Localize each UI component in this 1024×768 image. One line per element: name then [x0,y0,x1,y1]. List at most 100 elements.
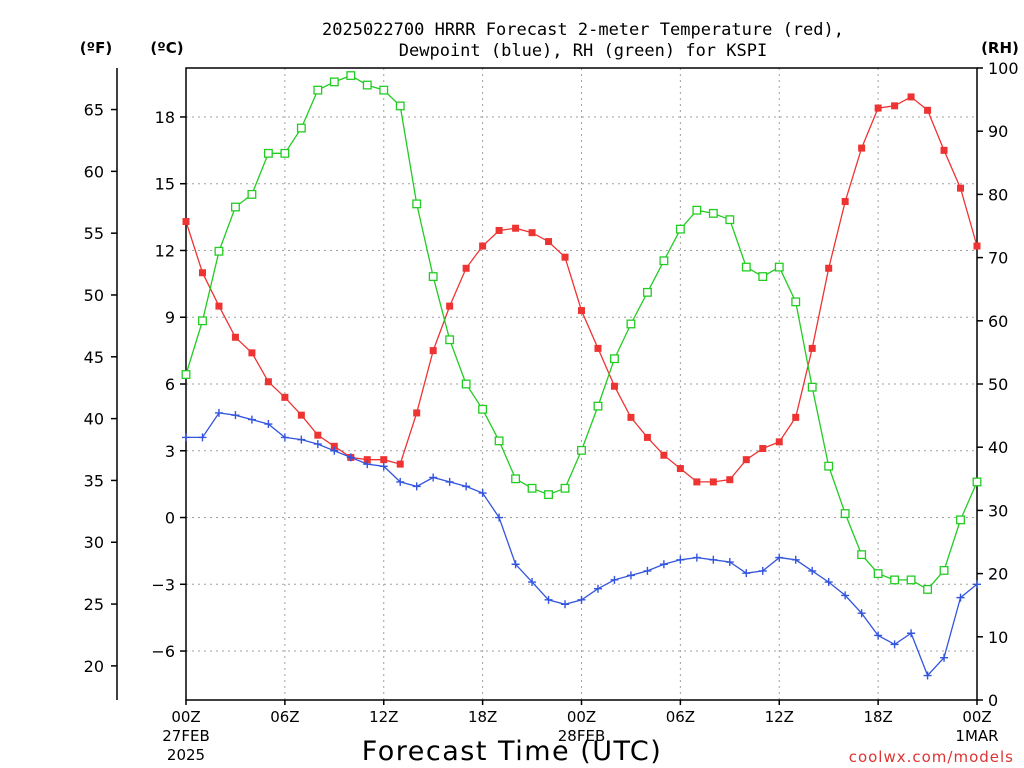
celsius-tick-label: 15 [155,175,175,194]
x-tick-label: 18Z [468,708,497,726]
x-tick-label: 12Z [765,708,794,726]
temperature-point [545,238,553,246]
temperature-point [429,347,437,355]
rh-point [758,272,768,282]
temperature-point [775,438,783,446]
rh-point [560,483,570,493]
dewpoint-point [956,593,965,602]
rh-point [610,354,619,364]
temperature-point [627,413,635,421]
dewpoint-point [396,477,405,486]
rh-point [379,85,389,95]
rh-point [906,575,916,585]
celsius-tick-label: 12 [155,241,175,260]
temperature-point [231,333,239,341]
rh-point [346,71,356,81]
temperature-point [643,433,651,441]
temperature-point [891,102,899,110]
temperature-series-line [185,96,978,483]
x-tick-label: 00Z [962,708,991,726]
rh-point [708,208,718,218]
rh-point [791,297,801,307]
celsius-tick-label: −6 [151,642,175,661]
grid-layer [186,68,977,700]
rh-point [214,246,224,256]
fahrenheit-tick-label: 60 [84,162,104,181]
celsius-tick-label: 6 [165,375,175,394]
dewpoint-point [890,640,899,649]
temperature-point [396,460,404,468]
axes-layer: 656055504540353025201815129630−3−6100908… [84,59,1019,764]
rh-tick-label: 70 [988,249,1008,268]
temperature-point [215,302,223,310]
temperature-point [792,413,800,421]
rh-point [840,509,850,519]
dewpoint-point [577,595,586,604]
rh-point [741,262,751,272]
dewpoint-point [824,578,833,587]
fahrenheit-tick-label: 45 [84,348,104,367]
temperature-point [248,349,256,357]
rh-tick-label: 100 [988,59,1019,78]
rh-tick-label: 60 [988,312,1008,331]
dewpoint-point [610,575,619,584]
dewpoint-point [445,477,454,486]
celsius-tick-label: 0 [165,509,175,528]
temperature-point [610,382,618,390]
dewpoint-point [511,560,520,569]
rh-point [362,80,372,90]
dewpoint-point [528,578,537,587]
rh-point [923,584,933,594]
dewpoint-point [313,440,322,449]
rh-point [461,379,471,389]
rh-point [939,565,949,575]
rh-point [593,401,603,411]
rh-point [280,148,290,158]
temperature-point [808,344,816,352]
temperature-point [874,104,882,112]
x-tick-label: 06Z [270,708,299,726]
dewpoint-point [198,433,207,442]
temperature-point [479,242,487,250]
temperature-point [512,224,520,232]
temperature-point [413,409,421,417]
rh-tick-label: 30 [988,501,1008,520]
dewpoint-point [363,460,372,469]
fahrenheit-tick-label: 25 [84,595,104,614]
temperature-point [264,378,272,386]
dewpoint-point [973,580,981,589]
rh-point [247,189,257,199]
rh-point [230,202,240,212]
dewpoint-point [412,482,421,491]
rh-point [857,550,867,560]
celsius-tick-label: 9 [165,308,175,327]
rh-point [198,316,207,326]
rh-point [972,477,982,487]
dewpoint-point [874,631,883,640]
rh-point [329,77,339,87]
x-tick-year-label: 2025 [167,746,205,764]
rh-point [263,148,273,158]
dewpoint-point [692,553,701,562]
fahrenheit-tick-label: 20 [84,657,104,676]
dewpoint-point [659,560,668,569]
temperature-point [380,456,388,464]
dewpoint-point [330,446,339,455]
temperature-point [825,264,833,272]
temperature-point [709,478,717,486]
dewpoint-point [182,433,190,442]
temperature-point [726,476,734,484]
celsius-tick-label: −3 [151,575,175,594]
x-tick-label: 00Z [567,708,596,726]
dewpoint-point [429,473,438,482]
temperature-point [561,253,569,261]
rh-point [544,490,553,500]
dewpoint-point [495,513,504,522]
temperature-point [594,344,602,352]
dewpoint-point [643,566,652,575]
rh-point [956,515,965,525]
fahrenheit-unit-label: (ºF) [80,39,112,57]
dewpoint-point [626,571,635,580]
temperature-point [363,456,371,464]
fahrenheit-tick-label: 50 [84,286,104,305]
